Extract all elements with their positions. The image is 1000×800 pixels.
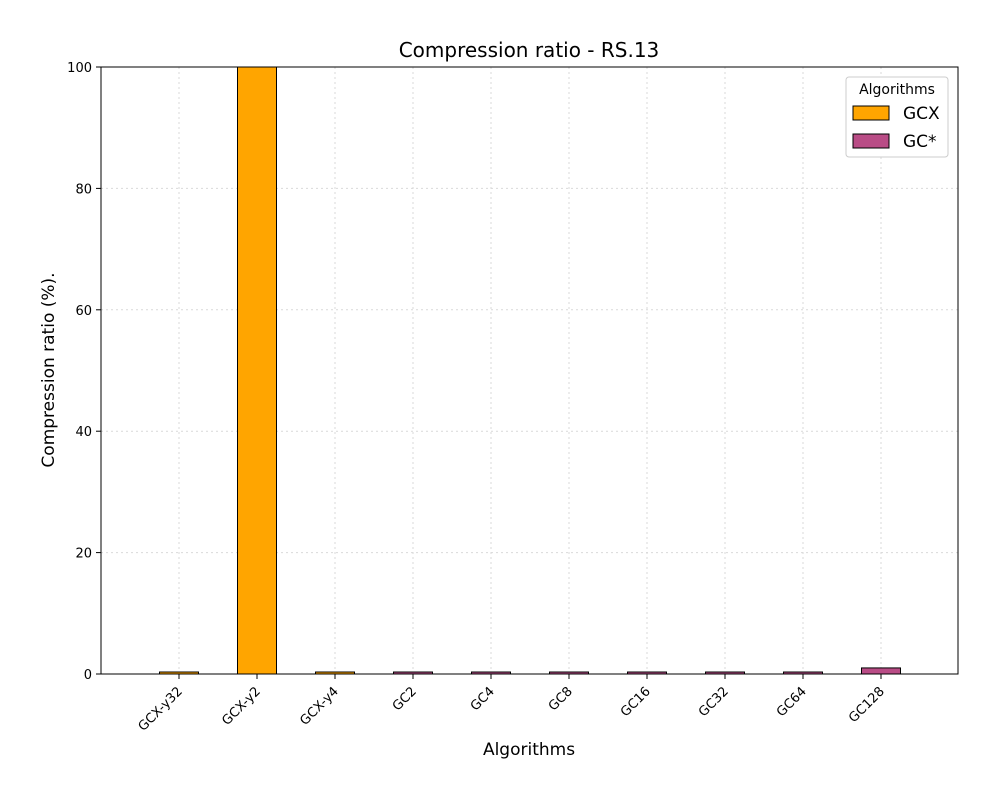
legend-label-gc-star: GC*: [903, 132, 937, 152]
y-tick-label: 100: [67, 61, 92, 76]
x-tick-label: GC2: [390, 684, 420, 714]
x-tick-label: GC64: [774, 684, 810, 720]
x-tick-label: GC4: [468, 684, 498, 714]
y-axis-ticks: 0 20 40 60 80 100: [67, 61, 101, 683]
legend-label-gcx: GCX: [903, 104, 940, 124]
y-tick-label: 40: [75, 425, 92, 440]
bar-gc128: [861, 667, 901, 675]
x-axis-ticks: GCX-y32 GCX-y2 GCX-y4 GC2 GC4 GC8 GC16 GC32 GC64…: [136, 674, 888, 735]
y-tick-label: 60: [75, 304, 92, 319]
x-tick-label: GC32: [696, 684, 732, 720]
x-tick-label: GC16: [618, 684, 654, 720]
bar-gcx-y2: [237, 66, 277, 675]
grid-lines: [101, 66, 958, 675]
legend: Algorithms GCX GC*: [845, 76, 949, 158]
legend-swatch-gc-star: [852, 133, 890, 149]
legend-title: Algorithms: [859, 82, 935, 98]
y-tick-label: 80: [75, 182, 92, 197]
y-axis-label: Compression ratio (%).: [39, 272, 59, 467]
chart-title: Compression ratio - RS.13: [399, 38, 660, 62]
x-axis-label: Algorithms: [483, 740, 575, 760]
plot-area-frame: [100, 66, 959, 675]
y-tick-label: 0: [84, 668, 92, 683]
legend-swatch-gcx: [852, 105, 890, 121]
x-tick-label: GCX-y2: [219, 684, 263, 728]
bars: [159, 66, 901, 675]
x-tick-label: GC8: [546, 684, 576, 714]
y-tick-label: 20: [75, 547, 92, 562]
x-tick-label: GCX-y32: [136, 684, 186, 734]
x-tick-label: GCX-y4: [297, 684, 341, 728]
x-tick-label: GC128: [846, 684, 888, 726]
